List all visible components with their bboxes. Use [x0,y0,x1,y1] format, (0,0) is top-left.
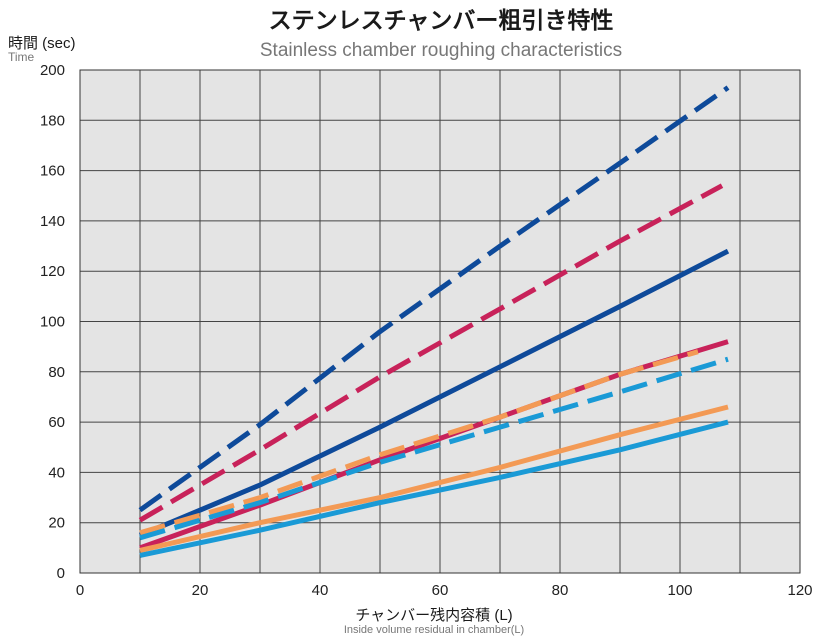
x-tick-label: 20 [192,582,209,599]
x-tick-label: 40 [312,582,329,599]
series-line-2 [138,183,724,523]
x-tick-label: 60 [432,582,449,599]
y-tick-label: 100 [40,314,65,331]
y-tick-label: 120 [40,263,65,280]
chart-title: ステンレスチャンバー粗引き特性 [269,7,614,34]
y-axis-label-sub: Time [8,50,35,64]
y-tick-label: 0 [57,565,65,582]
series-line-8 [139,419,729,558]
x-tick-label: 0 [76,582,84,599]
chart-subtitle: Stainless chamber roughing characteristi… [260,40,622,61]
series-line-1 [138,85,730,513]
y-tick-label: 160 [40,163,65,180]
series-line-6 [139,356,729,541]
y-tick-label: 140 [40,213,65,230]
x-tick-label: 100 [667,582,692,599]
plot-frame [79,69,801,574]
y-tick-label: 60 [48,414,65,431]
x-tick-label: 120 [787,582,812,599]
x-axis-label: チャンバー残内容積 (L) [355,607,512,624]
y-tick-label: 20 [48,515,65,532]
y-tick-labels: 0 20 40 60 80 100 120 140 160 180 200 [40,62,65,582]
series-line-3 [139,248,730,538]
y-axis-label: 時間 (sec) [8,35,76,52]
x-axis-label-sub: Inside volume residual in chamber(L) [344,624,524,636]
x-tick-label: 80 [552,582,569,599]
y-tick-label: 40 [48,464,65,481]
x-tick-labels: 0 20 40 60 80 100 120 [76,582,813,599]
series-line-7 [139,404,729,553]
series-line-5 [139,349,699,536]
y-tick-label: 200 [40,62,65,79]
series-group [138,85,730,558]
y-tick-label: 80 [48,364,65,381]
y-tick-label: 180 [40,112,65,129]
